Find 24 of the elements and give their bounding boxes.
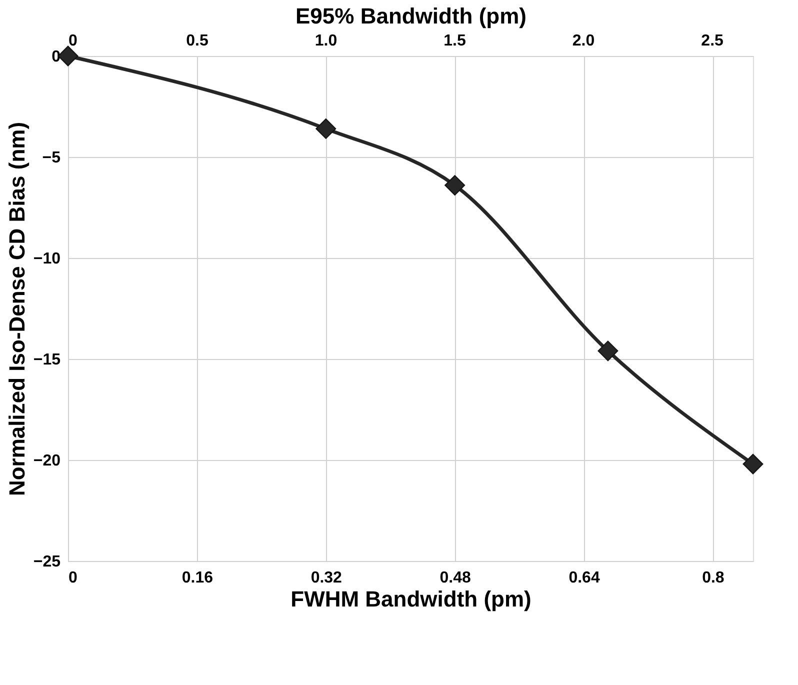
- x-tick-label: 0.32: [310, 570, 342, 586]
- x-tick-label: 0: [68, 570, 78, 586]
- point: [316, 118, 336, 139]
- point: [444, 175, 466, 196]
- y-tick-label: −25: [33, 554, 61, 570]
- point: [742, 454, 764, 474]
- x2-tick-label: 1.5: [444, 32, 466, 50]
- y-axis-title: Normalized Iso-Dense CD Bias (nm): [4, 122, 30, 496]
- x-tick-label: 0.8: [702, 570, 724, 586]
- x-tick-label: 0.48: [440, 570, 471, 586]
- y-tick-label: −5: [42, 150, 61, 166]
- x2-tick-label: 2.0: [572, 32, 595, 50]
- y-tick-label: −15: [33, 352, 61, 368]
- y-tick-label: −10: [33, 250, 61, 268]
- x2-tick-label: 0: [68, 32, 78, 50]
- x-tick-label: 0.64: [568, 570, 600, 586]
- x-tick-label: 0.16: [182, 570, 214, 586]
- x2-axis-title: E95% Bandwidth (pm): [295, 4, 527, 28]
- x2-tick-label: 2.5: [701, 32, 724, 50]
- x2-tick-label: 0.5: [186, 32, 208, 50]
- point: [598, 340, 618, 362]
- y-tick-label: −20: [33, 452, 61, 470]
- x-axis-title: FWHM Bandwidth (pm): [290, 586, 532, 612]
- x2-tick-label: 1.0: [314, 32, 338, 50]
